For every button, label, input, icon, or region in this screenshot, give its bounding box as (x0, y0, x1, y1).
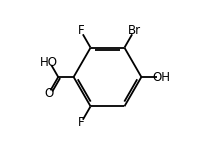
Text: Br: Br (128, 24, 141, 37)
Text: F: F (78, 24, 84, 37)
Text: O: O (44, 87, 54, 100)
Text: F: F (78, 116, 84, 129)
Text: HO: HO (40, 56, 58, 69)
Text: OH: OH (152, 71, 170, 83)
